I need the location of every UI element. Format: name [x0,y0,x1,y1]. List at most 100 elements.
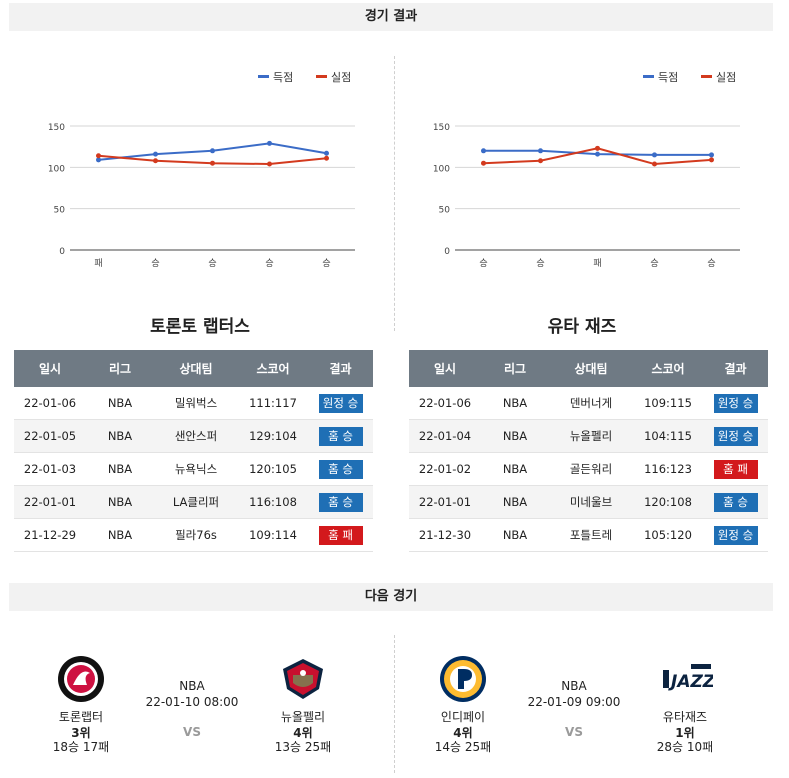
legend-label-conceded: 실점 [331,71,351,84]
cell-score: 129:104 [238,419,308,453]
y-tick-label: 150 [48,123,65,133]
results-section-header: 경기 결과 [9,3,773,31]
cell-opponent: 포틀트레 [549,518,633,552]
result-badge: 원정 승 [713,426,758,446]
pelicans-logo-icon [279,655,327,703]
col-result: 결과 [308,350,373,387]
table-row: 22-01-01 NBA LA클리퍼 116:108 홈 승 [14,485,373,519]
col-opponent: 상대팀 [154,350,238,387]
data-point-score [709,152,714,158]
raptors-logo-icon [57,655,105,703]
game-time: 22-01-10 08:00 [145,695,239,709]
cell-score: 105:120 [633,518,703,552]
results-table-toronto: 일시 리그 상대팀 스코어 결과 22-01-06 NBA 밀워벅스 111:117 원… [14,350,373,552]
cell-league: NBA [481,419,549,453]
legend-swatch-score [643,75,654,78]
table-row: 22-01-05 NBA 샌안스퍼 129:104 홈 승 [14,419,373,453]
team-name-away: 유타재즈 [662,710,708,724]
cell-opponent: 미네울브 [549,485,633,519]
table-row: 22-01-02 NBA 골든워리 116:123 홈 패 [409,452,768,486]
result-badge: 홈 패 [713,459,758,479]
col-date: 일시 [409,350,481,387]
cell-result: 홈 패 [703,452,768,486]
col-league: 리그 [86,350,154,387]
x-tick-label: 패 [593,258,601,269]
cell-date: 22-01-03 [14,452,86,486]
col-score: 스코어 [633,350,703,387]
result-badge: 원정 승 [318,393,363,413]
y-tick-label: 100 [48,164,65,174]
cell-opponent: 뉴욕닉스 [154,452,238,486]
table-row: 22-01-03 NBA 뉴욕닉스 120:105 홈 승 [14,452,373,486]
team-rank-away: 4위 [293,726,313,740]
x-tick-label: 패 [94,258,102,269]
y-tick-label: 50 [54,206,66,216]
y-tick-label: 50 [439,206,451,216]
result-badge: 홈 승 [318,426,363,446]
data-point-score [96,157,101,163]
team-record-away: 13승 25패 [274,740,332,754]
cell-result: 원정 승 [308,387,373,420]
game-time: 22-01-09 09:00 [527,695,621,709]
cell-date: 22-01-01 [14,485,86,519]
cell-opponent: LA클리퍼 [154,485,238,519]
cell-league: NBA [481,452,549,486]
team-name-away: 뉴올펠리 [280,710,326,724]
cell-date: 22-01-05 [14,419,86,453]
cell-league: NBA [481,485,549,519]
cell-score: 120:105 [238,452,308,486]
cell-result: 홈 승 [308,485,373,519]
legend-label-score: 득점 [658,71,678,84]
data-point-conceded [324,155,329,161]
data-point-conceded [153,158,158,164]
data-point-score [652,152,657,158]
cell-date: 22-01-06 [409,387,481,420]
team-name-home: 인디페이 [440,710,486,724]
legend-label-conceded: 실점 [716,71,736,84]
col-score: 스코어 [238,350,308,387]
table-row: 21-12-30 NBA 포틀트레 105:120 원정 승 [409,518,768,552]
y-tick-label: 150 [433,123,450,133]
team-record-home: 18승 17패 [52,740,110,754]
x-tick-label: 승 [265,258,273,269]
team-rank-home: 3위 [71,726,91,740]
game-league: NBA [179,679,205,693]
table-row: 22-01-06 NBA 밀워벅스 111:117 원정 승 [14,387,373,420]
legend-swatch-score [258,75,269,78]
table-row: 21-12-29 NBA 필라76s 109:114 홈 패 [14,518,373,552]
cell-opponent: 덴버너게 [549,387,633,420]
x-tick-label: 승 [650,258,658,269]
data-point-score [324,150,329,156]
cell-date: 21-12-29 [14,518,86,552]
cell-score: 104:115 [633,419,703,453]
cell-result: 원정 승 [703,518,768,552]
legend-label-score: 득점 [273,71,293,84]
data-point-score [481,148,486,154]
next-divider [394,635,395,773]
col-result: 결과 [703,350,768,387]
y-tick-label: 0 [59,247,65,257]
pacers-logo-icon [439,655,487,703]
svg-text:JAZZ: JAZZ [668,672,713,692]
team-record-away: 28승 10패 [656,740,714,754]
data-point-conceded [267,161,272,167]
vs-label: VS [565,725,583,739]
result-badge: 원정 승 [713,393,758,413]
cell-opponent: 필라76s [154,518,238,552]
cell-result: 홈 승 [308,452,373,486]
chart-utah: 0 50 100 150 승 승 패 승 승 득점 실점 [395,60,765,280]
cell-league: NBA [86,485,154,519]
cell-opponent: 밀워벅스 [154,387,238,420]
data-point-score [595,151,600,157]
col-league: 리그 [481,350,549,387]
cell-date: 22-01-06 [14,387,86,420]
chart-utah-svg: 0 50 100 150 승 승 패 승 승 득점 실점 [433,71,740,269]
team-rank-home: 4위 [453,726,473,740]
cell-date: 22-01-04 [409,419,481,453]
cell-league: NBA [86,452,154,486]
chart-toronto-svg: 0 50 100 150 패 승 승 승 승 득점 실점 [48,71,355,269]
chart-toronto: 0 50 100 150 패 승 승 승 승 득점 실점 [10,60,380,280]
data-point-conceded [481,160,486,166]
column-divider [394,56,395,331]
legend-swatch-conceded [316,75,327,78]
